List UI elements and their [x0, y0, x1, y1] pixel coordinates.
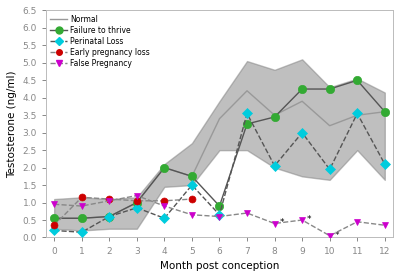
Legend: Normal, Failure to thrive, Perinatal Loss, Early pregnancy loss, False Pregnancy: Normal, Failure to thrive, Perinatal Los…: [48, 13, 152, 70]
Text: *: *: [280, 218, 284, 227]
Text: *: *: [307, 215, 312, 224]
Y-axis label: Testosterone (ng/ml): Testosterone (ng/ml): [7, 70, 17, 178]
Text: *: *: [335, 230, 339, 240]
X-axis label: Month post conception: Month post conception: [160, 261, 279, 271]
